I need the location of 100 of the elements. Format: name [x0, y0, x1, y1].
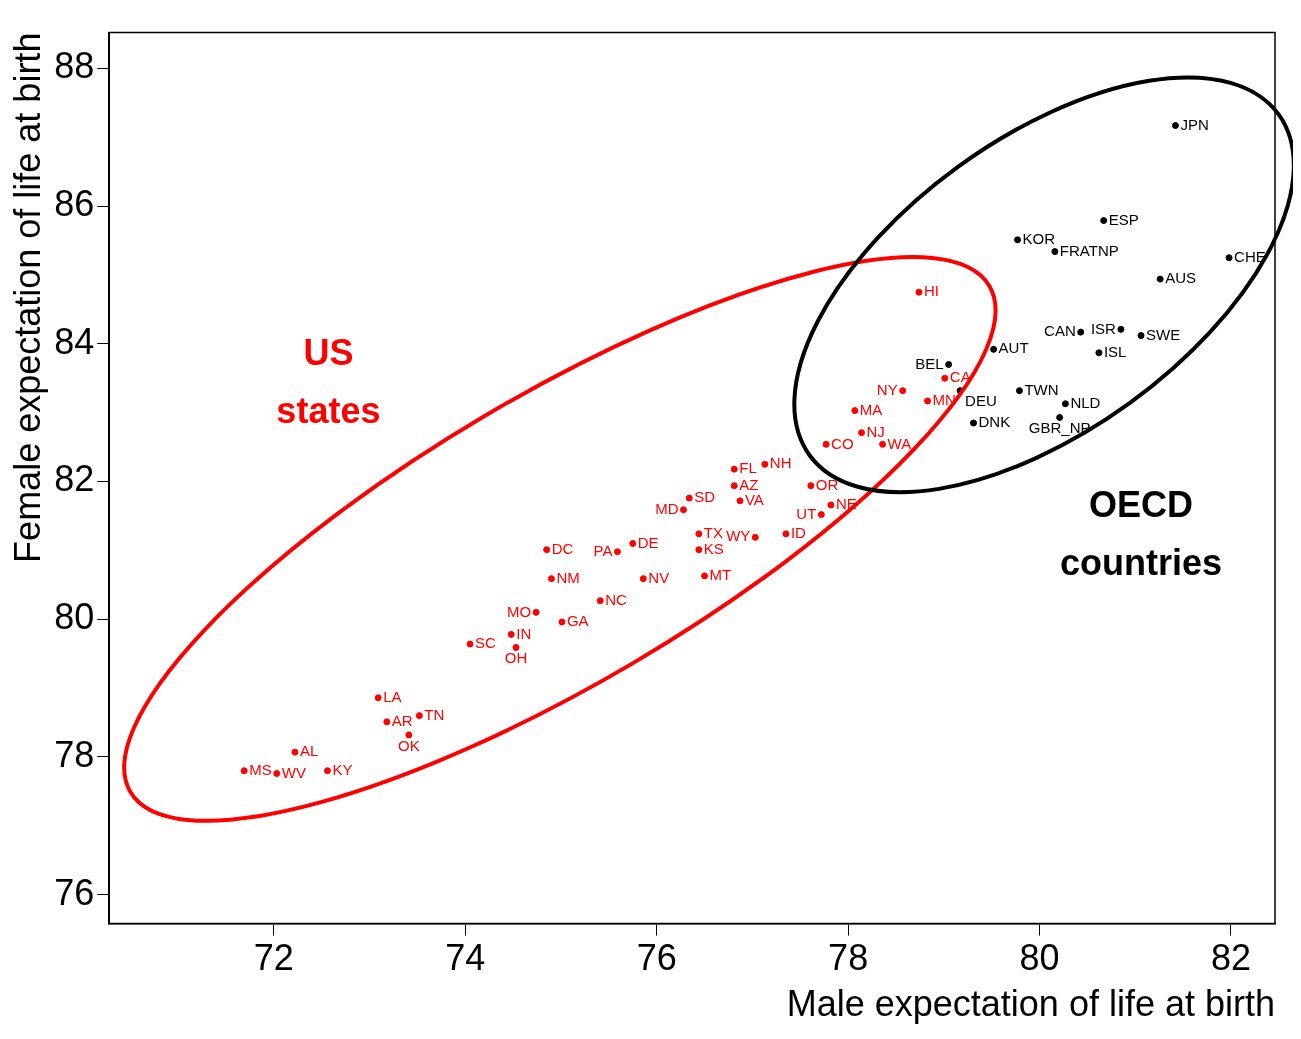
data-label: MS: [249, 760, 272, 778]
point: [1225, 254, 1233, 262]
y-tick-label: 84: [54, 320, 95, 362]
data-label: NY: [876, 380, 898, 398]
point: [822, 440, 830, 448]
point: [782, 530, 790, 538]
point: [1137, 332, 1145, 340]
data-label: AR: [391, 711, 413, 729]
y-tick-label: 82: [54, 458, 95, 500]
point: [736, 497, 744, 505]
x-tick-label: 76: [636, 937, 677, 979]
point: [547, 575, 555, 583]
data-label: MO: [506, 602, 532, 620]
data-label: BEL: [915, 354, 944, 372]
data-label: NM: [556, 568, 580, 586]
point: [1095, 349, 1103, 357]
point: [415, 712, 423, 720]
data-label: CHE: [1234, 247, 1266, 265]
point: [1117, 325, 1125, 333]
point: [558, 618, 566, 626]
data-label: ID: [790, 524, 807, 542]
data-label: AUS: [1165, 269, 1196, 287]
point: [730, 465, 738, 473]
point: [817, 511, 825, 519]
data-label: NH: [769, 454, 792, 472]
data-label: OK: [397, 736, 420, 754]
y-tick-label: 88: [54, 45, 95, 87]
point: [629, 540, 637, 548]
data-label: KS: [703, 539, 724, 557]
y-axis-title: Female expectation of life at birth: [6, 32, 48, 563]
data-label: SD: [694, 488, 716, 506]
point: [941, 374, 949, 382]
point: [323, 767, 331, 775]
point: [1077, 328, 1085, 336]
data-label: NLD: [1070, 393, 1101, 411]
point: [383, 718, 391, 726]
data-label: NJ: [866, 422, 885, 440]
data-label: PA: [593, 541, 613, 559]
data-label: UT: [796, 504, 817, 522]
point: [879, 440, 887, 448]
x-tick-label: 72: [253, 937, 294, 979]
point: [924, 397, 932, 405]
point: [240, 767, 248, 775]
y-tick-label: 78: [54, 733, 95, 775]
data-label: WY: [726, 527, 751, 545]
data-label: SWE: [1146, 325, 1181, 343]
point: [1015, 387, 1023, 395]
data-label: OH: [504, 649, 528, 667]
point: [990, 345, 998, 353]
data-label: MA: [859, 400, 883, 418]
point: [851, 407, 859, 415]
x-axis-title: Male expectation of life at birth: [786, 983, 1275, 1025]
point: [596, 597, 604, 605]
point: [685, 494, 693, 502]
point: [730, 482, 738, 490]
point: [507, 630, 515, 638]
data-label: DEU: [965, 392, 997, 410]
data-label: GBR_NP: [1028, 419, 1091, 437]
data-label: JPN: [1180, 115, 1209, 133]
data-label: TWN: [1024, 380, 1059, 398]
point: [1051, 248, 1059, 256]
point: [1156, 275, 1164, 283]
point: [858, 429, 866, 437]
point: [807, 482, 815, 490]
data-label: NV: [648, 568, 670, 586]
point: [970, 419, 978, 427]
point: [751, 533, 759, 541]
y-tick-label: 86: [54, 183, 95, 225]
data-label: OR: [815, 475, 839, 493]
x-tick-label: 80: [1019, 937, 1060, 979]
data-label: WA: [887, 434, 912, 452]
data-label: LA: [383, 687, 402, 705]
data-label: KOR: [1022, 230, 1056, 247]
data-label: DE: [637, 533, 659, 551]
data-label: TN: [424, 705, 445, 723]
data-label: WV: [281, 763, 306, 781]
text: US states: [276, 332, 381, 432]
point: [405, 731, 413, 739]
x-tick-label: 78: [828, 937, 869, 979]
data-label: NC: [605, 590, 628, 608]
data-label: AZ: [739, 475, 759, 493]
data-label: HI: [923, 282, 939, 300]
point: [1014, 236, 1022, 244]
point: [701, 572, 709, 580]
x-tick-label: 74: [445, 937, 486, 979]
point: [1171, 122, 1179, 130]
y-tick-label: 76: [54, 871, 95, 913]
data-label: MD: [655, 499, 679, 517]
point: [466, 640, 474, 648]
point: [374, 694, 382, 702]
point: [532, 608, 540, 616]
point: [291, 748, 299, 756]
data-label: DNK: [978, 413, 1011, 431]
point: [945, 360, 953, 368]
series-label: OECD countries: [1059, 483, 1222, 583]
point: [695, 546, 703, 554]
point: [639, 575, 647, 583]
data-label: ISR: [1090, 319, 1117, 337]
data-label: IN: [516, 624, 532, 642]
point: [1056, 414, 1064, 422]
